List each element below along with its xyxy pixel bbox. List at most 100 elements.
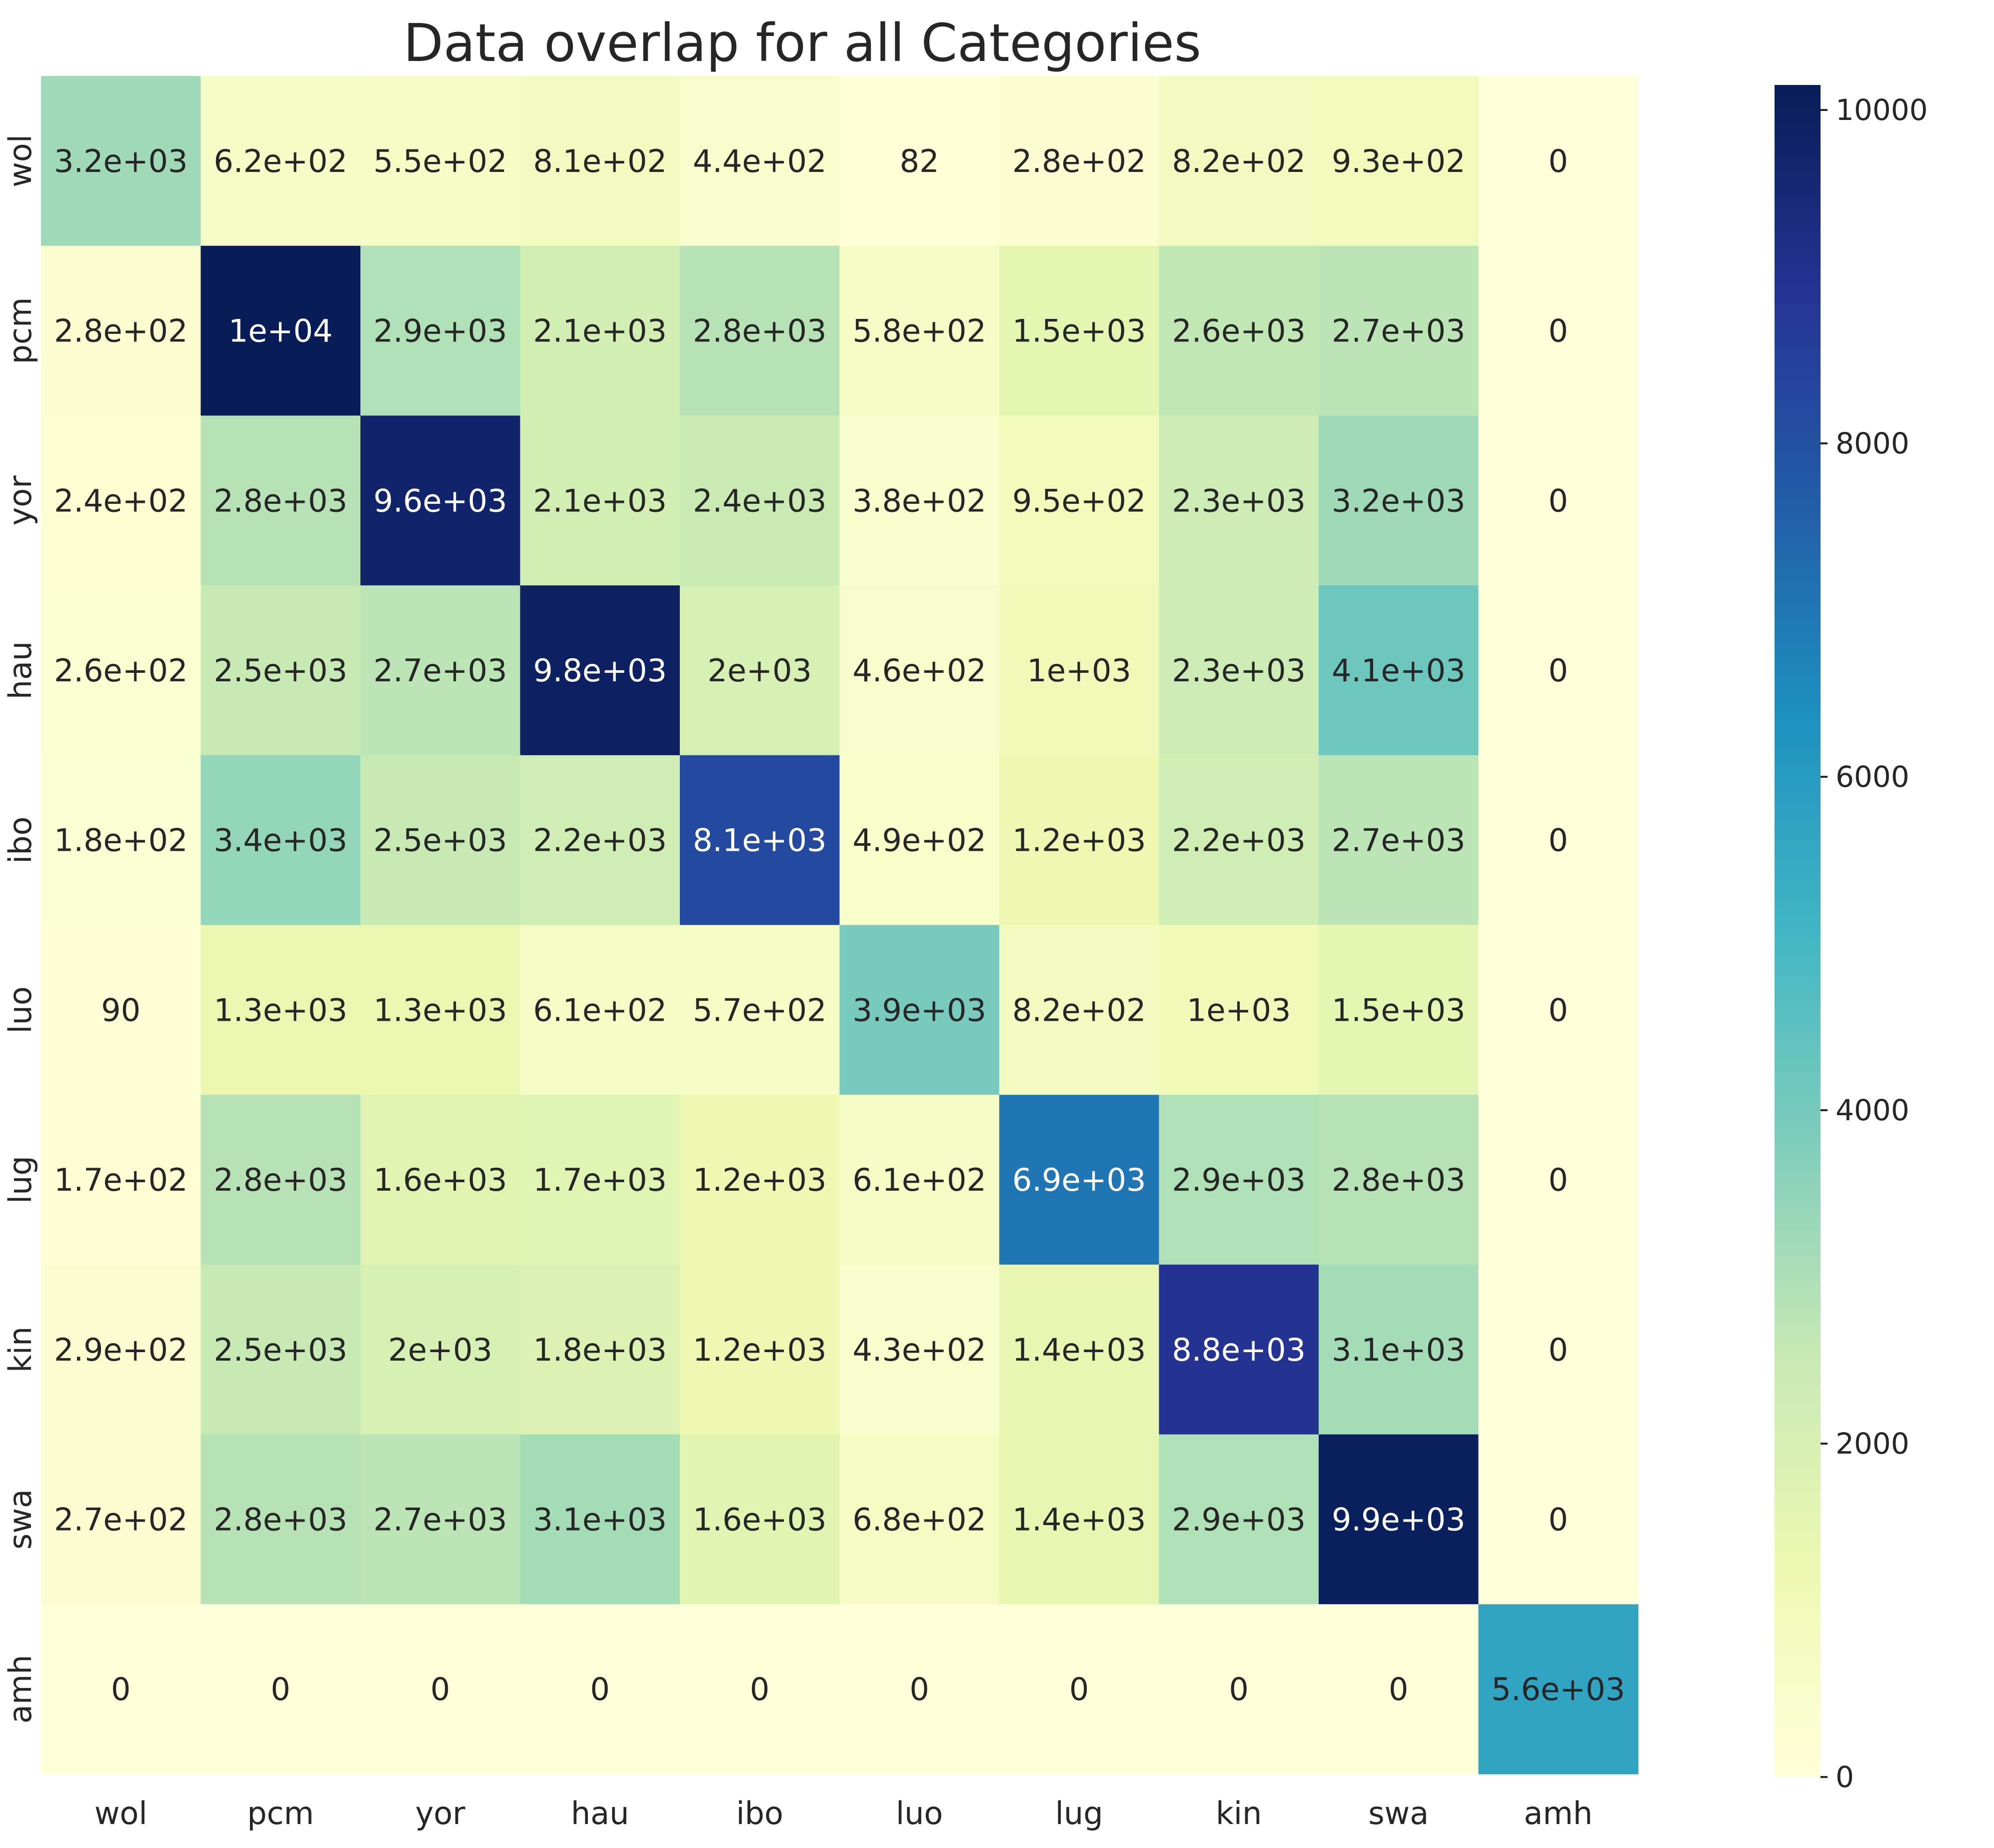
cell-value-label: 0 (1229, 1671, 1249, 1708)
cell-value-label: 1.3e+03 (373, 992, 507, 1028)
heatmap-cell-wol-hau (520, 76, 680, 246)
heatmap-cell-amh-wol (41, 1604, 201, 1775)
cell-value-label: 0 (271, 1671, 290, 1708)
cell-value-label: 3.9e+03 (852, 992, 986, 1028)
heatmap-cell-wol-amh (1478, 76, 1639, 246)
heatmap-cell-wol-luo (839, 76, 1000, 246)
cell-value-label: 2.9e+03 (1172, 1501, 1306, 1538)
heatmap-cell-pcm-ibo (680, 245, 840, 416)
cell-value-label: 2.7e+03 (1332, 822, 1466, 859)
colorbar-gradient (1775, 85, 1821, 1777)
heatmap-cell-wol-lug (999, 76, 1160, 246)
heatmap-cell-hau-luo (839, 585, 1000, 756)
cell-value-label: 1.2e+03 (1012, 822, 1146, 859)
cell-value-label: 1.4e+03 (1012, 1332, 1146, 1368)
heatmap-cell-luo-amh (1478, 925, 1639, 1095)
colorbar-tick-label: 2000 (1836, 1427, 1910, 1461)
cell-value-label: 2.8e+03 (213, 1162, 347, 1198)
heatmap-cell-hau-ibo (680, 585, 840, 756)
cell-value-label: 9.9e+03 (1332, 1501, 1466, 1538)
cell-value-label: 8.2e+02 (1012, 992, 1146, 1028)
cell-value-label: 3.1e+03 (533, 1501, 667, 1538)
y-axis-tick-labels: wol pcm yor hau ibo luo lug kin swa amh (2, 134, 38, 1724)
heatmap-cell-luo-kin (1159, 925, 1319, 1095)
y-tick-label: swa (2, 1489, 38, 1550)
cell-value-label: 2.9e+02 (54, 1332, 188, 1368)
heatmap-cell-yor-swa (1319, 415, 1479, 586)
heatmap-cell-kin-pcm (200, 1264, 361, 1435)
cell-value-label: 3.8e+02 (852, 482, 986, 519)
heatmap-cell-swa-lug (999, 1434, 1160, 1605)
cell-value-label: 2.7e+03 (373, 1501, 507, 1538)
cell-value-label: 0 (1549, 482, 1568, 519)
heatmap-cells: 3.2e+03 6.2e+02 5.5e+02 8.1e+02 4.4e+02 82 2.8… (41, 76, 1639, 1775)
heatmap-cell-wol-yor (360, 76, 521, 246)
cell-value-label: 1.7e+03 (533, 1162, 667, 1198)
heatmap-cell-swa-pcm (200, 1434, 361, 1605)
heatmap-cell-ibo-swa (1319, 755, 1479, 926)
heatmap-cell-wol-kin (1159, 76, 1319, 246)
cell-value-label: 8.2e+02 (1172, 143, 1306, 179)
cell-value-label: 2.3e+03 (1172, 482, 1306, 519)
heatmap-cell-amh-lug (999, 1604, 1160, 1775)
heatmap-cell-yor-ibo (680, 415, 840, 586)
heatmap-cell-lug-hau (520, 1095, 680, 1265)
cell-value-label: 2.7e+03 (373, 652, 507, 689)
cell-value-label: 0 (590, 1671, 610, 1708)
x-tick-label: wol (94, 1795, 147, 1832)
heatmap-cell-lug-amh (1478, 1095, 1639, 1265)
heatmap-cell-yor-lug (999, 415, 1160, 586)
cell-value-label: 0 (1549, 822, 1568, 859)
heatmap-cell-amh-ibo (680, 1604, 840, 1775)
heatmap-cell-ibo-kin (1159, 755, 1319, 926)
cell-value-label: 8.8e+03 (1172, 1332, 1306, 1368)
cell-value-label: 2.2e+03 (533, 822, 667, 859)
heatmap-cell-pcm-amh (1478, 245, 1639, 416)
cell-value-label: 2.5e+03 (213, 1332, 347, 1368)
cell-value-label: 2e+03 (388, 1332, 492, 1368)
heatmap-cell-yor-pcm (200, 415, 361, 586)
cell-value-label: 0 (1549, 1332, 1568, 1368)
cell-value-label: 1.3e+03 (213, 992, 347, 1028)
cell-value-label: 2.5e+03 (373, 822, 507, 859)
heatmap-cell-wol-ibo (680, 76, 840, 246)
cell-value-label: 2.8e+03 (693, 313, 827, 349)
colorbar-tick-label: 0 (1836, 1760, 1854, 1794)
heatmap-cell-swa-amh (1478, 1434, 1639, 1605)
colorbar-tick-label: 10000 (1836, 93, 1928, 127)
heatmap-cell-lug-ibo (680, 1095, 840, 1265)
cell-value-label: 3.1e+03 (1332, 1332, 1466, 1368)
cell-value-label: 90 (101, 992, 140, 1028)
heatmap-cell-luo-pcm (200, 925, 361, 1095)
heatmap-cell-luo-luo (839, 925, 1000, 1095)
heatmap-cell-pcm-hau (520, 245, 680, 416)
cell-value-label: 4.4e+02 (693, 143, 827, 179)
heatmap-cell-yor-hau (520, 415, 680, 586)
cell-value-label: 2.1e+03 (533, 482, 667, 519)
heatmap-cell-pcm-luo (839, 245, 1000, 416)
heatmap-cell-swa-yor (360, 1434, 521, 1605)
cell-value-label: 9.6e+03 (373, 482, 507, 519)
heatmap-cell-hau-hau (520, 585, 680, 756)
cell-value-label: 2.8e+03 (213, 482, 347, 519)
heatmap-cell-luo-lug (999, 925, 1160, 1095)
cell-value-label: 4.6e+02 (852, 652, 986, 689)
cell-value-label: 8.1e+02 (533, 143, 667, 179)
heatmap-cell-lug-pcm (200, 1095, 361, 1265)
y-tick-label: lug (2, 1156, 38, 1204)
heatmap-cell-yor-kin (1159, 415, 1319, 586)
cell-value-label: 4.9e+02 (852, 822, 986, 859)
cell-value-label: 2.6e+02 (54, 652, 188, 689)
cell-value-label: 1.5e+03 (1332, 992, 1466, 1028)
x-tick-label: hau (571, 1795, 629, 1832)
heatmap-cell-ibo-amh (1478, 755, 1639, 926)
heatmap-cell-luo-swa (1319, 925, 1479, 1095)
heatmap-cell-pcm-swa (1319, 245, 1479, 416)
y-tick-label: hau (2, 641, 38, 700)
cell-value-label: 5.8e+02 (852, 313, 986, 349)
heatmap-cell-kin-hau (520, 1264, 680, 1435)
heatmap-cell-amh-hau (520, 1604, 680, 1775)
cell-value-label: 1.2e+03 (693, 1162, 827, 1198)
heatmap-cell-luo-ibo (680, 925, 840, 1095)
